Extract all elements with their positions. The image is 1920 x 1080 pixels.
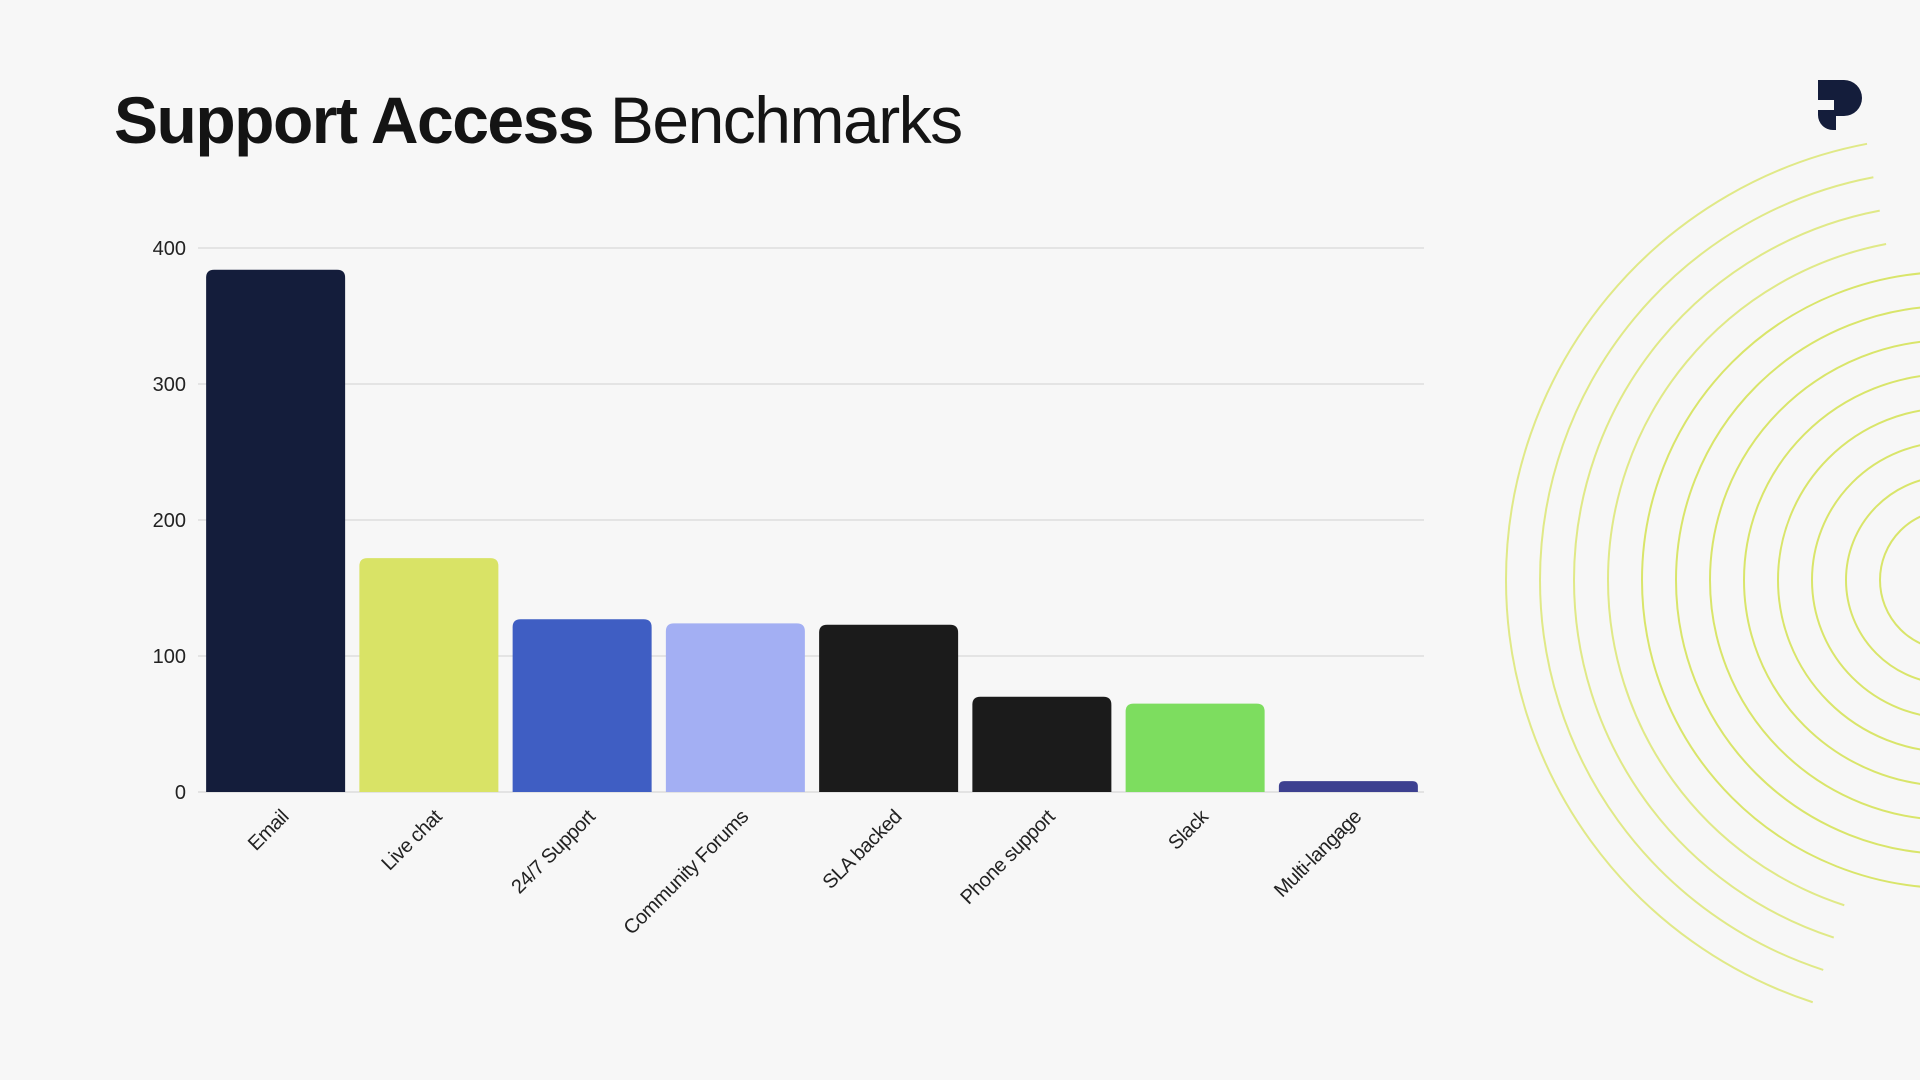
ring (1845, 479, 1920, 681)
ring (1505, 136, 1920, 1024)
bar-sla-backed (819, 624, 959, 792)
bar-live-chat (359, 558, 499, 792)
p-logo-icon (1818, 80, 1862, 130)
y-tick-label: 200 (153, 510, 186, 532)
x-category-label: Email (244, 806, 293, 855)
x-category-label: 24/7 Support (507, 805, 600, 898)
ring (1879, 515, 1920, 645)
title-bold: Support Access (114, 83, 595, 157)
ring (1675, 306, 1920, 854)
ring (1743, 375, 1920, 785)
x-category-label: Community Forums (620, 806, 754, 940)
x-category-label: Phone support (956, 805, 1060, 909)
x-category-label: Slack (1164, 805, 1213, 854)
bar-email (206, 269, 346, 792)
title-light: Benchmarks (609, 83, 963, 157)
ring (1573, 204, 1920, 956)
bar-slack (1125, 703, 1265, 792)
y-tick-label: 400 (153, 238, 186, 260)
bar-community-forums (665, 623, 805, 792)
y-tick-label: 300 (153, 374, 186, 396)
x-category-label: Multi-langage (1270, 806, 1366, 902)
ring (1539, 170, 1920, 990)
bar-multi-langage (1278, 781, 1418, 792)
y-tick-label: 100 (153, 646, 186, 668)
ring (1811, 444, 1920, 716)
y-tick-label: 0 (175, 782, 186, 804)
ring (1777, 409, 1920, 751)
ring (1709, 340, 1920, 820)
x-category-label: SLA backed (819, 806, 907, 894)
page-title: Support Access Benchmarks (114, 78, 963, 162)
bar-phone-support (972, 696, 1112, 792)
ring (1641, 272, 1920, 888)
x-category-label: Live chat (377, 805, 447, 875)
bar-24-7-support (512, 619, 652, 792)
ring (1607, 238, 1920, 922)
